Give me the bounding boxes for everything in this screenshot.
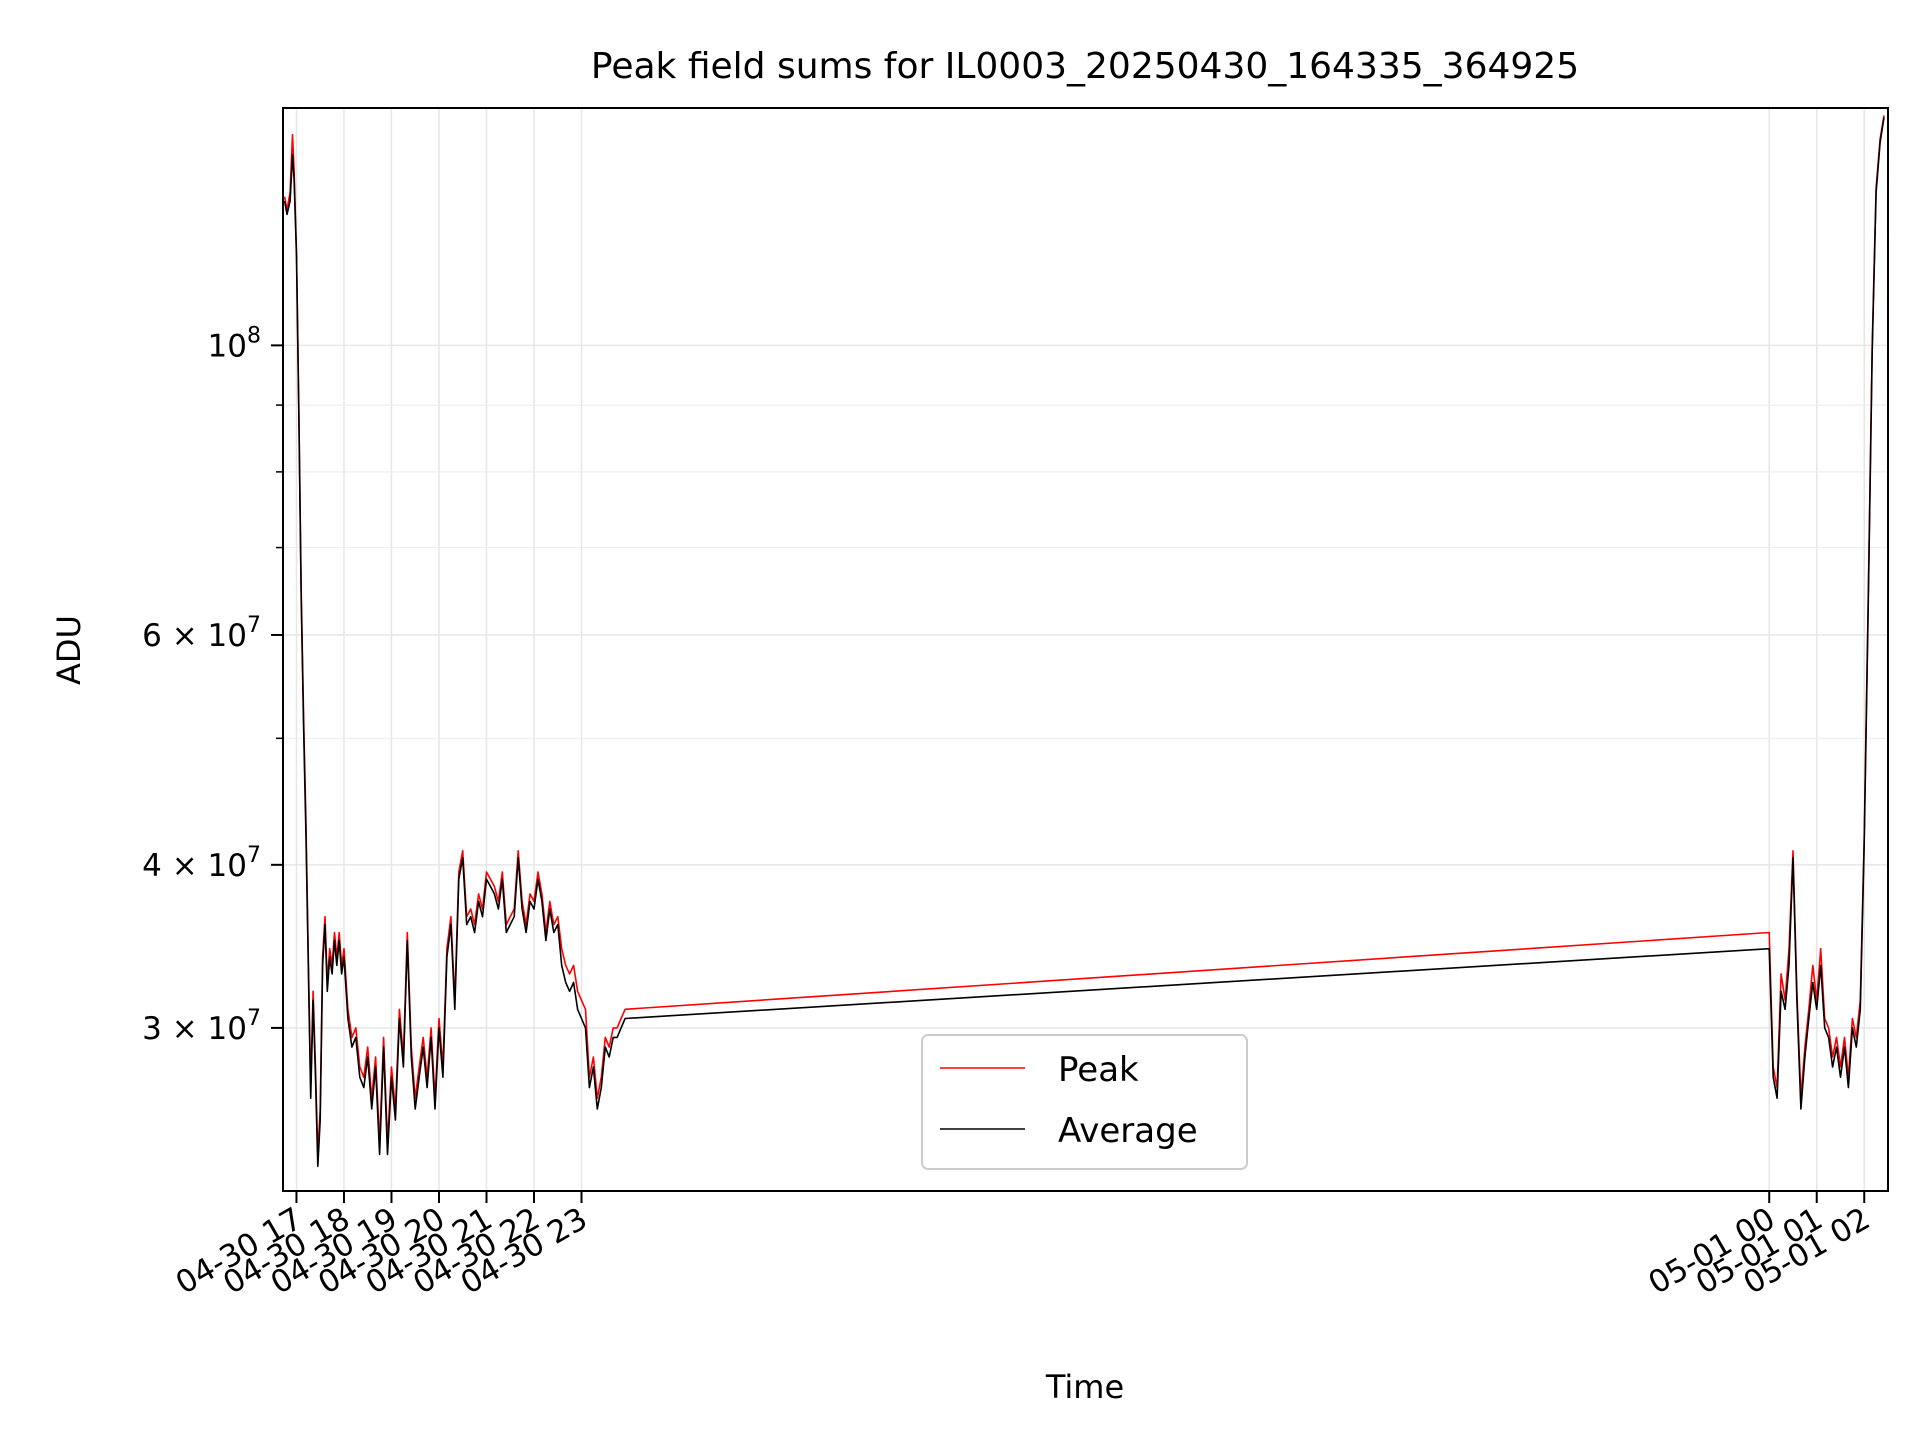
y-tick-label: 6 × 107	[142, 613, 261, 654]
legend: Peak Average	[921, 1034, 1248, 1170]
y-tick-label: 108	[208, 323, 261, 364]
y-tick-label: 4 × 107	[142, 843, 261, 884]
x-axis-label: Time	[1045, 1368, 1124, 1406]
series-line-average	[283, 117, 1885, 1168]
chart-title: Peak field sums for IL0003_20250430_1643…	[591, 46, 1579, 87]
y-tick-label: 3 × 107	[142, 1006, 261, 1047]
legend-average-label: Average	[1058, 1111, 1198, 1151]
grid	[283, 108, 1888, 1191]
legend-peak-label: Peak	[1058, 1050, 1139, 1090]
plot-frame	[282, 107, 1889, 1192]
y-axis-label: ADU	[50, 615, 88, 685]
series-lines	[283, 115, 1885, 1168]
